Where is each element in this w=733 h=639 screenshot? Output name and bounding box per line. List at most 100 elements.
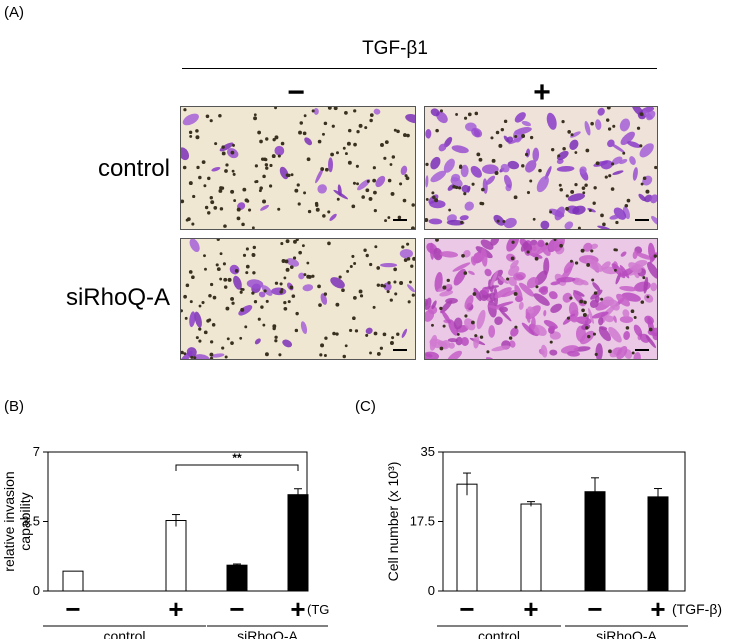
pore (231, 169, 235, 173)
pore (255, 179, 259, 184)
pore (336, 197, 340, 201)
pore (232, 172, 236, 176)
pore (311, 274, 315, 278)
cell (425, 297, 432, 311)
y-tick-label: 0 (33, 583, 40, 598)
pore (559, 243, 563, 248)
pore (236, 216, 241, 221)
pore (203, 184, 207, 188)
pore (320, 343, 325, 348)
pore (404, 174, 408, 178)
bar (647, 496, 669, 592)
cell (300, 321, 308, 334)
cell (501, 290, 517, 298)
cell (430, 170, 447, 183)
pore (198, 304, 202, 308)
pore (365, 333, 369, 337)
cell (192, 354, 210, 359)
pore (330, 152, 334, 157)
cell (570, 315, 579, 323)
cell (490, 270, 498, 287)
cell (182, 113, 199, 126)
category-label: + (650, 594, 665, 624)
cell (598, 327, 611, 342)
pore (630, 309, 635, 314)
pore (216, 267, 221, 272)
pore (581, 186, 586, 190)
cell (400, 165, 408, 176)
group-label: siRhoQ-A (237, 628, 298, 639)
cell (556, 158, 564, 164)
pore (212, 295, 217, 300)
pore (195, 336, 199, 340)
pore (280, 141, 285, 146)
pore (372, 305, 376, 309)
pore (562, 147, 566, 151)
scale-bar (393, 219, 407, 221)
pore (247, 208, 252, 212)
cell (549, 208, 565, 218)
cell (520, 241, 529, 252)
cell (460, 337, 469, 346)
pore (545, 242, 549, 246)
pore (182, 165, 187, 170)
cell (548, 291, 558, 300)
pore (274, 335, 278, 339)
pore (514, 325, 518, 329)
pore (232, 143, 235, 147)
pore (561, 119, 565, 124)
pore (333, 107, 338, 111)
pore (570, 133, 574, 137)
cell (470, 165, 482, 178)
pore (283, 300, 287, 305)
category-label: − (229, 594, 244, 624)
pore (513, 291, 518, 296)
pore (595, 161, 600, 166)
pore (285, 239, 290, 244)
pore (274, 339, 278, 343)
pore (252, 245, 257, 250)
pore (425, 218, 429, 223)
pore (590, 121, 594, 126)
pore (323, 121, 328, 126)
pore (332, 331, 336, 336)
cell (443, 136, 453, 148)
pore (613, 248, 617, 252)
pore (584, 183, 588, 187)
pore (463, 271, 468, 275)
cell (608, 326, 622, 343)
pore (290, 173, 294, 177)
cell (526, 277, 539, 289)
pore (260, 305, 264, 309)
pore (639, 112, 644, 116)
pore (303, 273, 307, 276)
pore (241, 222, 245, 227)
cell (490, 239, 500, 246)
pore (190, 355, 194, 359)
pore (242, 253, 247, 257)
pore (491, 158, 496, 163)
pore (265, 137, 269, 141)
cell (651, 215, 657, 226)
pore (189, 300, 193, 304)
pore (277, 207, 281, 211)
cell (373, 108, 381, 115)
cell (181, 350, 193, 359)
pore (642, 176, 647, 181)
pore (592, 332, 596, 336)
group-label: siRhoQ-A (596, 628, 657, 639)
cell (592, 311, 609, 319)
bar (456, 483, 478, 592)
pore (583, 300, 587, 305)
pore (639, 144, 643, 148)
pore (317, 139, 322, 144)
pore (224, 355, 228, 359)
scale-bar (635, 349, 649, 351)
cell (509, 340, 516, 348)
cell (499, 306, 509, 313)
cell (518, 301, 524, 310)
pore (380, 142, 384, 147)
pore (281, 259, 286, 263)
cell (494, 287, 512, 299)
cell (438, 143, 447, 152)
